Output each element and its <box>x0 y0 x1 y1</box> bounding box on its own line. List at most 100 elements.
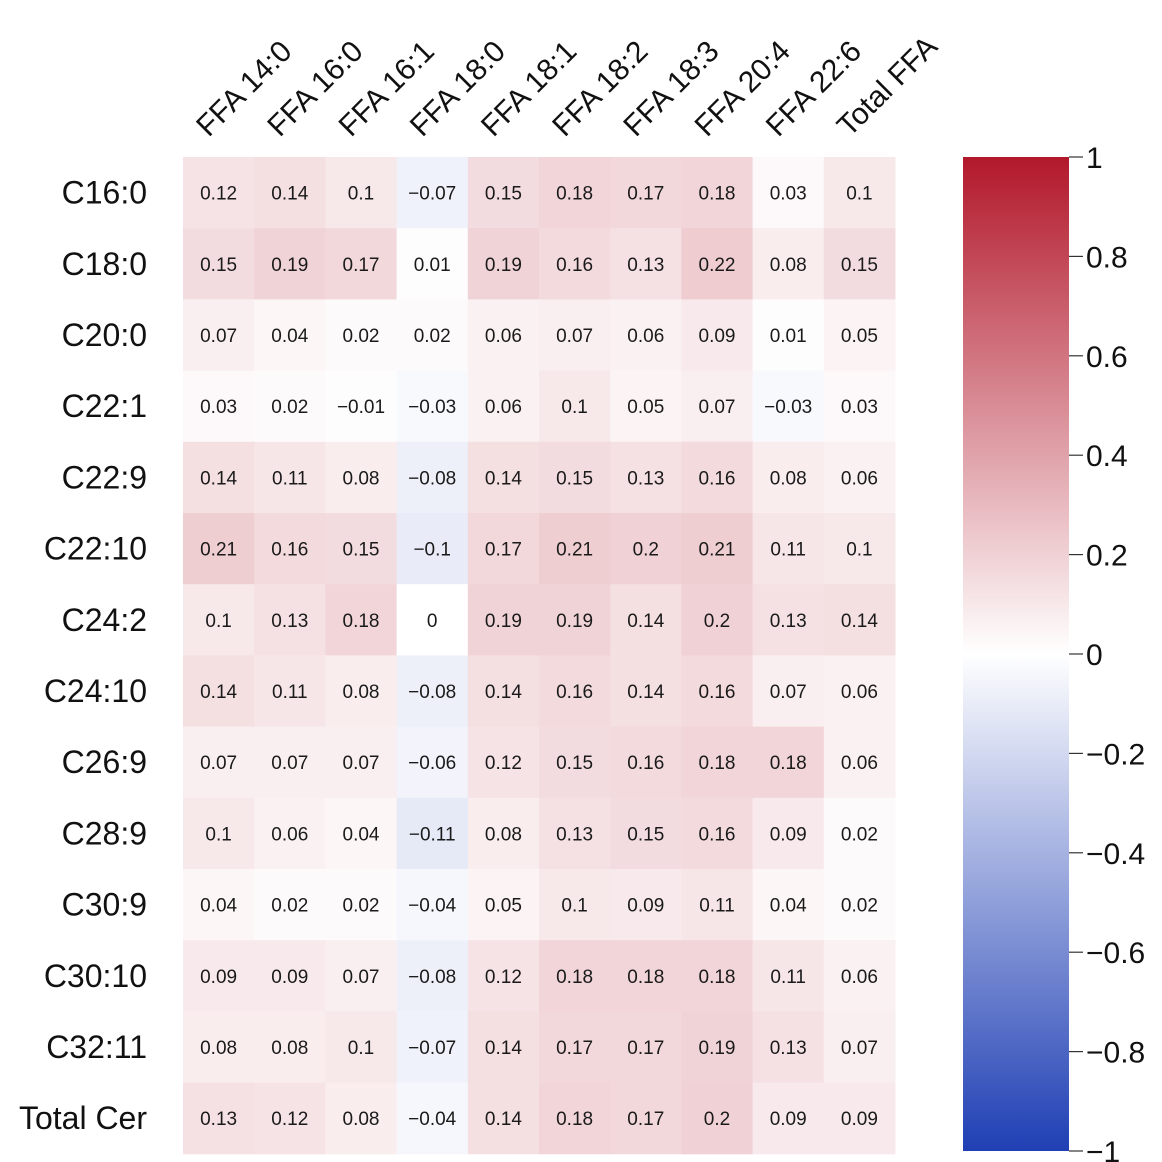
cell-value-label: 0.21 <box>699 540 736 561</box>
heatmap-cell <box>467 513 540 585</box>
heatmap-cell <box>183 299 255 372</box>
heatmap-cell <box>681 370 754 443</box>
cell-value-label: 0.09 <box>271 967 308 988</box>
heatmap-cell <box>610 726 682 799</box>
heatmap-cell <box>610 299 682 372</box>
cell-value-label: 0.13 <box>556 824 593 845</box>
cell-value-label: 0.09 <box>200 967 237 988</box>
heatmap-cell <box>610 228 682 300</box>
cell-value-label: 0.2 <box>704 1109 730 1130</box>
heatmap-cell <box>325 726 398 799</box>
heatmap-cell <box>325 584 398 656</box>
cell-value-label: 0.17 <box>343 255 380 276</box>
cell-value-label: 0.08 <box>343 1109 380 1130</box>
cell-value-label: 0.16 <box>627 753 664 774</box>
cell-value-label: 0.12 <box>485 967 522 988</box>
heatmap-cell <box>610 869 682 941</box>
cell-value-label: 0.07 <box>271 753 308 774</box>
heatmap-cell <box>539 584 611 656</box>
row-label: C22:10 <box>44 531 147 567</box>
heatmap-cell <box>539 726 611 799</box>
heatmap-cell <box>254 299 326 372</box>
row-label: C24:2 <box>62 602 147 638</box>
heatmap-cell <box>823 869 896 941</box>
heatmap-cell <box>467 1011 540 1084</box>
cell-value-label: 0.15 <box>343 540 380 561</box>
cell-value-label: 0.15 <box>200 255 237 276</box>
cell-value-label: 0.14 <box>200 468 237 489</box>
heatmap-cell <box>752 1011 825 1084</box>
cell-value-label: −0.08 <box>408 468 456 489</box>
heatmap-cell <box>183 441 255 514</box>
cell-value-label: 0.09 <box>627 896 664 917</box>
heatmap-cell <box>254 726 326 799</box>
colorbar-tick-label: −0.2 <box>1086 738 1145 771</box>
cell-value-label: 0.16 <box>699 468 736 489</box>
cell-value-label: 0.1 <box>846 184 872 205</box>
cell-value-label: 0.05 <box>627 397 664 418</box>
colorbar-tick-label: −0.8 <box>1086 1037 1145 1070</box>
heatmap-cell <box>539 1011 611 1084</box>
cell-value-label: 0.05 <box>485 896 522 917</box>
cell-value-label: 0.07 <box>699 397 736 418</box>
heatmap-cell <box>823 157 896 229</box>
heatmap-cell <box>396 797 469 870</box>
cell-value-label: 0.07 <box>556 326 593 347</box>
heatmap-cell <box>610 940 682 1012</box>
cell-value-label: 0.11 <box>272 468 308 489</box>
heatmap-cell <box>254 441 326 514</box>
cell-value-label: 0.08 <box>271 1038 308 1059</box>
colorbar-tick-label: −0.6 <box>1086 937 1145 970</box>
heatmap-cell <box>752 370 825 443</box>
heatmap-cell <box>467 797 540 870</box>
cell-value-label: −0.06 <box>408 753 456 774</box>
cell-value-label: 0.1 <box>561 397 587 418</box>
heatmap-cell <box>467 157 540 229</box>
heatmap-cell <box>752 441 825 514</box>
heatmap-cell <box>183 157 255 229</box>
cell-value-label: 0.12 <box>485 753 522 774</box>
cell-value-label: 0.08 <box>200 1038 237 1059</box>
cell-value-label: 0.18 <box>699 184 736 205</box>
cell-value-label: 0.19 <box>485 255 522 276</box>
heatmap-cell <box>681 299 754 372</box>
heatmap-cell <box>183 584 255 656</box>
heatmap-cell <box>539 940 611 1012</box>
heatmap-cell <box>396 869 469 941</box>
heatmap-cell <box>467 869 540 941</box>
cell-value-label: 0.16 <box>699 824 736 845</box>
cell-value-label: 0.17 <box>627 1109 664 1130</box>
cell-value-label: 0.02 <box>414 326 451 347</box>
heatmap-cell <box>183 655 255 728</box>
cell-value-label: −0.03 <box>408 397 456 418</box>
row-label: C22:1 <box>62 388 147 424</box>
heatmap-cell <box>254 1082 326 1155</box>
heatmap-cell <box>467 584 540 656</box>
cell-value-label: 0.02 <box>343 896 380 917</box>
heatmap-cell <box>396 228 469 300</box>
row-label: C26:9 <box>62 744 147 780</box>
cell-value-label: 0.1 <box>205 611 231 632</box>
heatmap-cell <box>254 370 326 443</box>
heatmap-cell <box>183 1082 255 1155</box>
cell-value-label: 0.14 <box>485 1038 522 1059</box>
cell-value-label: 0.09 <box>770 1109 807 1130</box>
heatmap-cell <box>467 655 540 728</box>
colorbar-tick-label: 0.8 <box>1086 241 1128 274</box>
cell-value-label: 0.17 <box>556 1038 593 1059</box>
row-label: C30:10 <box>44 958 147 994</box>
cell-value-label: 0.07 <box>770 682 807 703</box>
cell-value-label: 0.16 <box>699 682 736 703</box>
cell-value-label: 0.22 <box>699 255 736 276</box>
row-label: C28:9 <box>62 815 147 851</box>
heatmap-cell <box>396 940 469 1012</box>
cell-value-label: 0.1 <box>846 540 872 561</box>
heatmap-cell <box>752 940 825 1012</box>
heatmap-cell <box>752 726 825 799</box>
cell-value-label: 0.18 <box>556 184 593 205</box>
heatmap-cell <box>254 940 326 1012</box>
row-label: C24:10 <box>44 673 147 709</box>
heatmap-cell <box>610 441 682 514</box>
heatmap-cell <box>467 726 540 799</box>
